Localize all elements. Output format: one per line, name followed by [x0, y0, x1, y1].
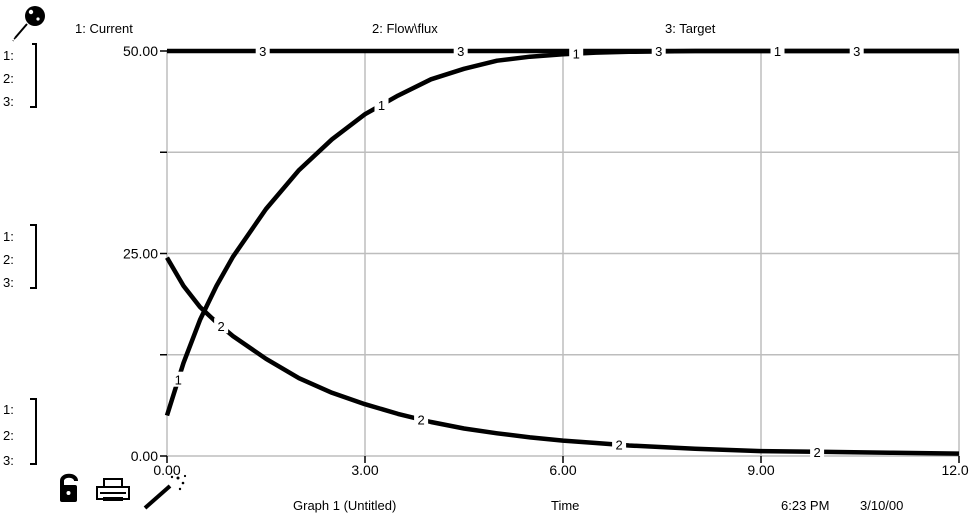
series-label-bg: [569, 45, 584, 61]
series-label-bg: [849, 43, 864, 58]
x-tick-label: 0.00: [153, 462, 180, 478]
legend-entry-flow: 2: Flow\flux: [372, 21, 438, 36]
scale-bracket: [30, 224, 37, 289]
scale-group-middle: 1: 2: 3:: [3, 224, 37, 290]
y-tick-label: 25.00: [123, 246, 158, 262]
scale-marker: 1:: [3, 229, 14, 244]
scale-bracket: [30, 398, 37, 465]
scale-marker: 1:: [3, 48, 14, 63]
series-marker-label: 3: [655, 44, 662, 59]
scale-marker: 1:: [3, 402, 14, 417]
series-marker-label: 3: [259, 44, 266, 59]
axes: 0.00 25.00 50.00 0.00 3.00 6.00 9.00 12.00: [123, 43, 969, 478]
series-marker-label: 2: [218, 319, 225, 334]
series-label-bg: [214, 318, 229, 334]
scale-marker: 3:: [3, 453, 14, 468]
series-label-bg: [612, 436, 627, 452]
series-label-bg: [171, 371, 186, 387]
series-marker-label: 1: [378, 98, 385, 113]
x-tick-label: 3.00: [351, 462, 378, 478]
series-marker-label: 1: [175, 373, 182, 388]
x-tick-label: 12.00: [941, 462, 969, 478]
series-labels: 1 1 1 1 2 2 2 2 3 3 3 3: [171, 43, 864, 460]
scale-marker: 2:: [3, 252, 14, 267]
scale-marker: 2:: [3, 428, 14, 443]
y-tick-label: 50.00: [123, 43, 158, 59]
series-marker-label: 1: [774, 44, 781, 59]
graph-title: Graph 1 (Untitled): [293, 498, 396, 513]
scale-marker: 3:: [3, 275, 14, 290]
magic-wand-icon[interactable]: [143, 474, 187, 510]
legend-entry-current: 1: Current: [75, 21, 133, 36]
timestamp-date: 3/10/00: [860, 498, 903, 513]
series-marker-label: 2: [615, 438, 622, 453]
lock-icon[interactable]: [60, 473, 78, 502]
series-label-bg: [810, 443, 825, 459]
timestamp-time: 6:23 PM: [781, 498, 829, 513]
scale-group-top: 1: 2: 3:: [3, 43, 37, 109]
grid: [167, 51, 959, 456]
pushpin-icon[interactable]: [12, 6, 45, 42]
series-label-bg: [651, 43, 666, 58]
legend-entry-target: 3: Target: [665, 21, 716, 36]
scale-bracket: [30, 43, 37, 108]
series-label-bg: [255, 43, 270, 58]
scale-group-bottom: 1: 2: 3:: [3, 398, 37, 468]
series-label-bg: [453, 43, 468, 58]
series-marker-label: 3: [853, 44, 860, 59]
x-tick-label: 9.00: [747, 462, 774, 478]
series-label-bg: [770, 43, 785, 58]
series-marker-label: 2: [417, 413, 424, 428]
y-tick-label: 0.00: [131, 448, 158, 464]
series-marker-label: 2: [813, 445, 820, 460]
series-marker-label: 3: [457, 44, 464, 59]
printer-icon[interactable]: [96, 478, 130, 501]
x-tick-label: 6.00: [549, 462, 576, 478]
series-marker-label: 1: [573, 47, 580, 62]
scale-marker: 3:: [3, 94, 14, 109]
series-label-bg: [374, 96, 389, 112]
x-axis-label: Time: [551, 498, 579, 513]
scale-marker: 2:: [3, 71, 14, 86]
series-label-bg: [414, 411, 429, 427]
